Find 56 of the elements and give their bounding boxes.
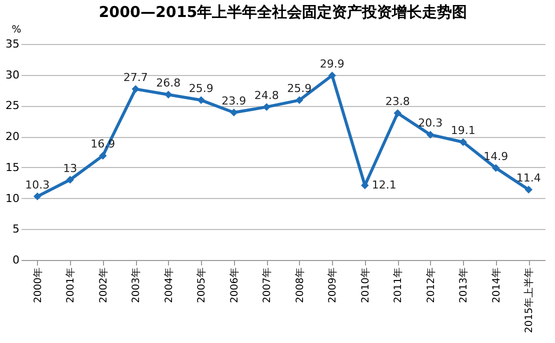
x-tick-label: 2007年	[261, 268, 274, 303]
x-tick-label: 2006年	[228, 268, 240, 303]
y-tick-label: 5	[12, 222, 20, 236]
data-label: 25.9	[188, 82, 214, 96]
data-label: 26.8	[156, 76, 181, 90]
point	[197, 96, 205, 104]
data-label: 19.1	[450, 124, 476, 138]
data-label: 23.9	[222, 94, 246, 108]
x-tick-label: 2002年	[97, 268, 110, 303]
y-axis-title: %	[12, 24, 22, 36]
data-label: 23.8	[385, 95, 410, 108]
x-tick-label: 2013年	[458, 268, 470, 303]
x-tick-label: 2008年	[294, 268, 306, 303]
x-tick-label: 2004年	[162, 268, 175, 303]
point	[492, 164, 500, 172]
data-label: 25.9	[287, 82, 312, 96]
y-tick-label: 35	[6, 38, 20, 50]
data-label: 29.9	[320, 57, 344, 70]
point	[34, 192, 42, 200]
data-label: 27.7	[123, 71, 148, 84]
point	[132, 85, 140, 93]
y-tick-label: 20	[6, 130, 20, 144]
x-tick-label: 2010年	[359, 268, 372, 303]
y-tick-label: 0	[12, 254, 20, 266]
y-tick-label: 10	[6, 192, 20, 205]
point	[164, 90, 172, 98]
y-tick-label: 25	[6, 99, 20, 112]
point	[230, 108, 238, 116]
point	[262, 103, 270, 111]
x-tick-label: 2014年	[490, 268, 502, 303]
data-label: 14.9	[484, 150, 508, 164]
x-tick-label: 2011年	[392, 268, 404, 303]
point	[459, 138, 467, 146]
x-tick-label: 2003年	[130, 268, 142, 303]
x-tick-label: 2012年	[424, 268, 437, 303]
point	[99, 152, 107, 160]
x-tick-label: 2001年	[64, 268, 77, 303]
data-label: 10.3	[25, 178, 50, 192]
point	[524, 186, 532, 194]
x-tick-label: 2009年	[326, 268, 339, 303]
point	[66, 176, 74, 184]
data-label: 13	[63, 162, 78, 175]
point	[328, 72, 336, 80]
data-label: 24.8	[254, 88, 279, 102]
data-label: 20.3	[418, 116, 443, 130]
x-tick-label: 2000年	[32, 268, 44, 303]
x-tick-label: 2005年	[196, 268, 208, 303]
x-tick-label: 2015年上半年	[523, 268, 536, 333]
y-tick-label: 30	[6, 68, 20, 82]
y-tick-label: 15	[6, 160, 20, 174]
chart-title: 2000—2015年上半年全社会固定资产投资增长走势图	[98, 3, 468, 21]
point	[394, 109, 402, 117]
data-label: 12.1	[372, 178, 396, 192]
point	[296, 96, 304, 104]
point	[426, 130, 434, 139]
data-label: 11.4	[516, 172, 541, 185]
